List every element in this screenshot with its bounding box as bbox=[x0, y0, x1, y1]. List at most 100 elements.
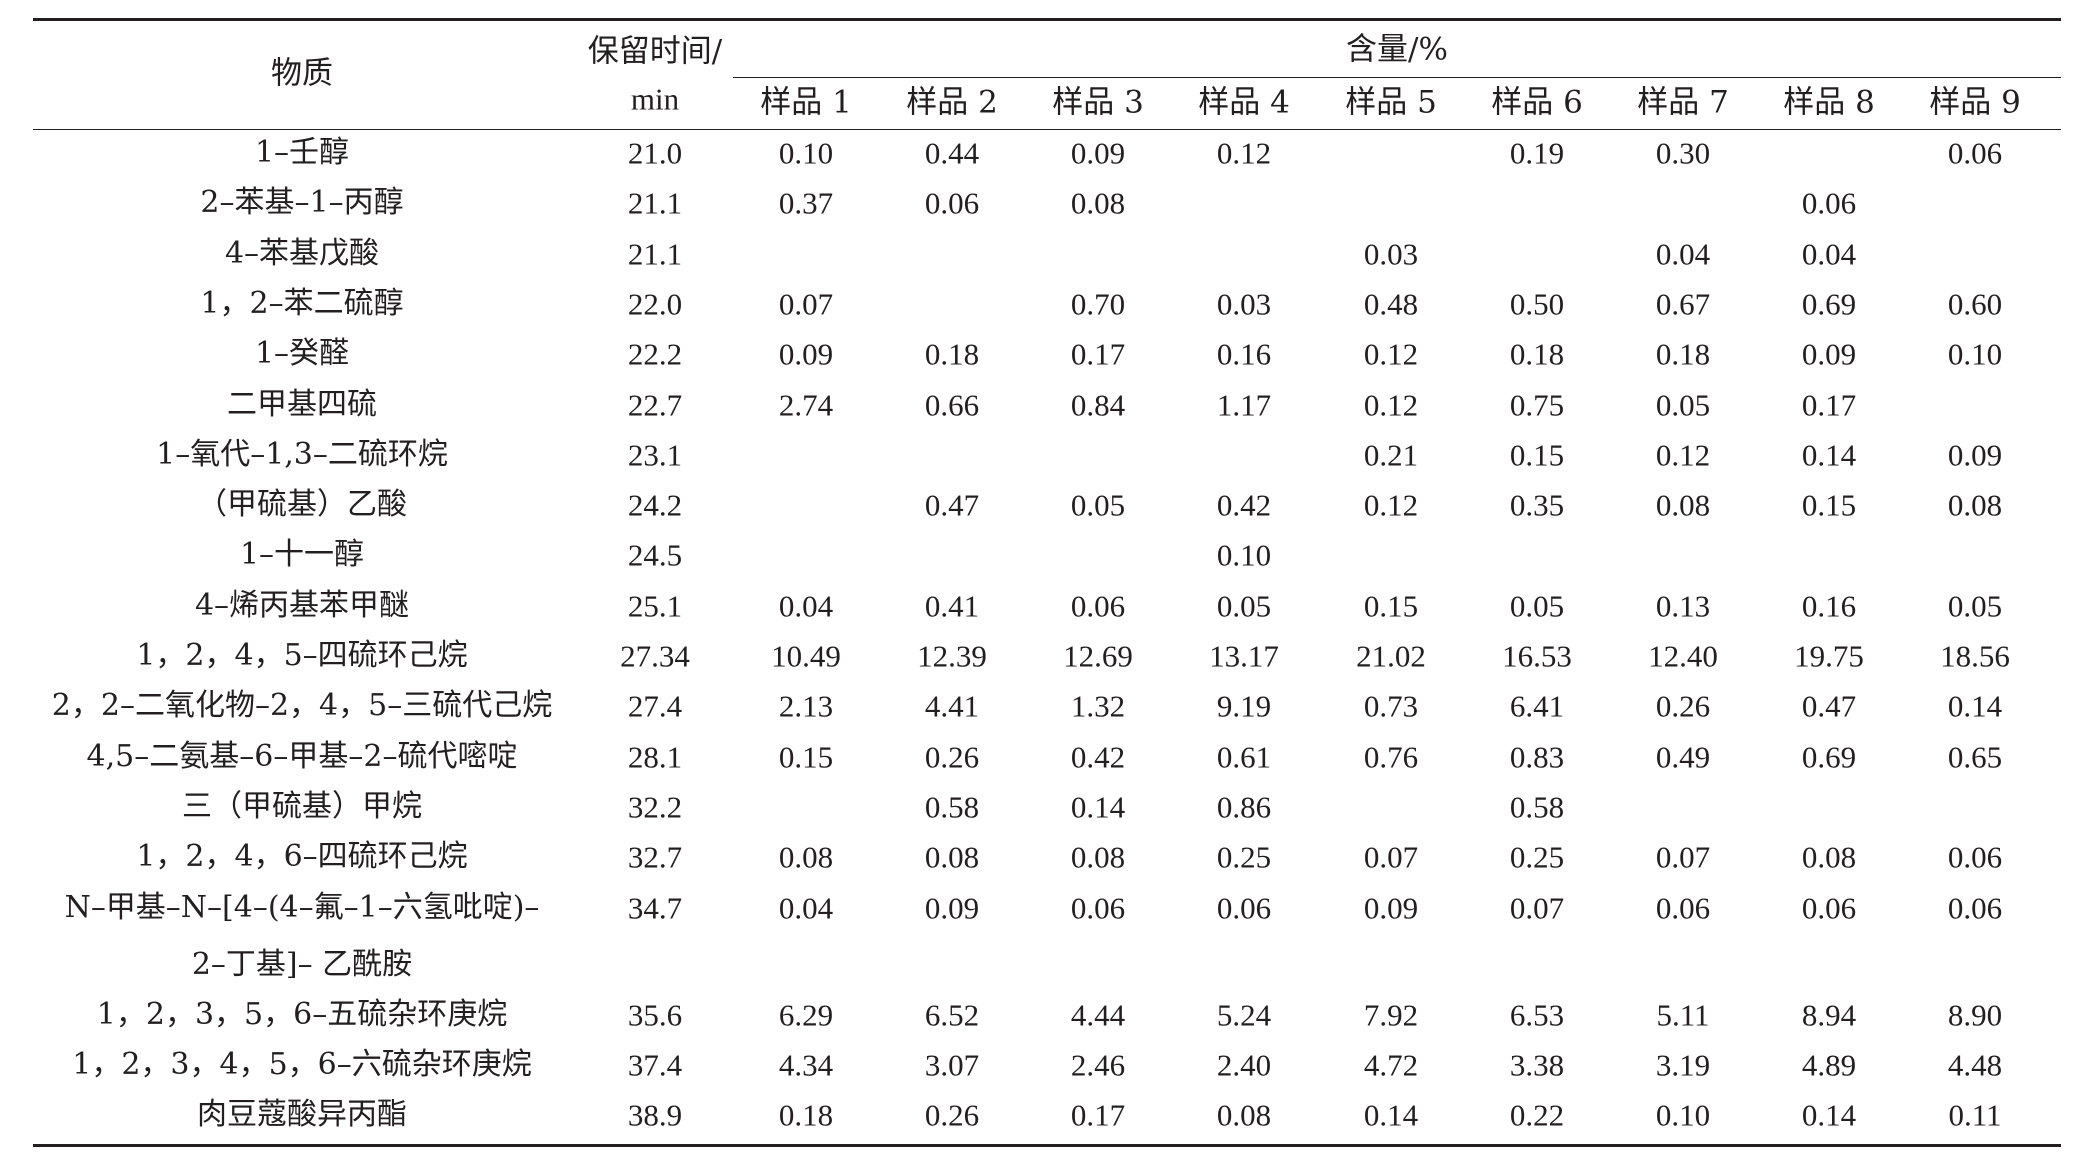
content-value-sample-2: 4.41 bbox=[924, 688, 980, 724]
content-value-sample-5: 0.73 bbox=[1363, 688, 1419, 724]
content-value-sample-3: 0.14 bbox=[1070, 789, 1126, 825]
content-value-sample-5: 0.03 bbox=[1363, 236, 1419, 272]
substance-name: 2–苯基–1–丙醇 bbox=[200, 185, 404, 221]
header-sample-4: 样品 4 bbox=[1198, 84, 1290, 121]
retention-time: 32.7 bbox=[627, 839, 683, 875]
content-value-sample-2: 6.52 bbox=[924, 997, 980, 1032]
substance-name: 二甲基四硫 bbox=[227, 386, 377, 422]
header-sample-3: 样品 3 bbox=[1052, 84, 1144, 121]
content-value-sample-2: 0.47 bbox=[924, 487, 980, 523]
retention-time: 27.4 bbox=[627, 688, 683, 724]
content-value-sample-8: 0.06 bbox=[1801, 185, 1857, 221]
content-value-sample-2: 0.09 bbox=[924, 890, 980, 925]
content-value-sample-8: 0.14 bbox=[1801, 437, 1857, 473]
content-value-sample-7: 12.40 bbox=[1648, 638, 1718, 674]
content-value-sample-8: 0.09 bbox=[1801, 336, 1857, 372]
content-value-sample-7: 0.04 bbox=[1655, 236, 1711, 272]
retention-time: 32.2 bbox=[627, 789, 683, 825]
retention-time: 35.6 bbox=[627, 997, 683, 1032]
content-value-sample-4: 5.24 bbox=[1216, 997, 1272, 1032]
content-value-sample-6: 6.53 bbox=[1509, 997, 1565, 1032]
content-value-sample-3: 0.08 bbox=[1070, 185, 1126, 221]
retention-time: 24.2 bbox=[627, 487, 683, 523]
content-value-sample-6: 0.58 bbox=[1509, 789, 1565, 825]
content-value-sample-2: 0.08 bbox=[924, 839, 980, 875]
content-value-sample-7: 3.19 bbox=[1655, 1047, 1711, 1083]
retention-time: 34.7 bbox=[627, 890, 683, 925]
retention-time: 24.5 bbox=[627, 537, 683, 573]
content-value-sample-6: 0.22 bbox=[1509, 1097, 1565, 1133]
substance-name: N–甲基–N–[4–(4–氟–1–六氢吡啶)– bbox=[64, 889, 540, 925]
content-value-sample-3: 0.08 bbox=[1070, 839, 1126, 875]
content-value-sample-6: 0.25 bbox=[1509, 839, 1565, 875]
content-value-sample-9: 0.09 bbox=[1947, 437, 2003, 473]
retention-time: 38.9 bbox=[627, 1097, 683, 1133]
content-value-sample-1: 0.08 bbox=[778, 839, 834, 875]
content-value-sample-1: 0.18 bbox=[778, 1097, 834, 1133]
content-value-sample-3: 0.84 bbox=[1070, 387, 1126, 422]
content-value-sample-4: 0.86 bbox=[1216, 789, 1272, 825]
header-content: 含量/% bbox=[1346, 31, 1448, 68]
content-value-sample-5: 0.15 bbox=[1363, 588, 1419, 624]
content-value-sample-7: 5.11 bbox=[1656, 997, 1710, 1032]
retention-time: 21.1 bbox=[627, 185, 683, 221]
content-value-sample-2: 0.26 bbox=[924, 739, 980, 775]
content-value-sample-4: 9.19 bbox=[1216, 688, 1272, 724]
substance-name: 4–烯丙基苯甲醚 bbox=[194, 587, 410, 623]
content-value-sample-2: 12.39 bbox=[917, 638, 987, 674]
content-value-sample-8: 0.14 bbox=[1801, 1097, 1857, 1133]
content-value-sample-6: 0.35 bbox=[1509, 487, 1565, 523]
content-value-sample-6: 0.18 bbox=[1509, 336, 1565, 372]
content-value-sample-8: 0.47 bbox=[1801, 688, 1857, 724]
substance-name: 1，2，3，4，5，6–六硫杂环庚烷 bbox=[72, 1046, 532, 1082]
content-value-sample-3: 2.46 bbox=[1070, 1047, 1126, 1083]
content-value-sample-7: 0.05 bbox=[1655, 387, 1711, 422]
content-value-sample-5: 0.07 bbox=[1363, 839, 1419, 875]
retention-time: 28.1 bbox=[627, 739, 683, 775]
content-value-sample-5: 0.48 bbox=[1363, 286, 1419, 322]
content-value-sample-3: 0.06 bbox=[1070, 890, 1126, 925]
content-value-sample-6: 0.19 bbox=[1509, 135, 1565, 171]
content-value-sample-1: 2.74 bbox=[778, 387, 834, 422]
content-value-sample-1: 0.04 bbox=[778, 890, 834, 925]
content-value-sample-9: 18.56 bbox=[1940, 638, 2010, 674]
content-value-sample-3: 0.42 bbox=[1070, 739, 1126, 775]
substance-name: 三（甲硫基）甲烷 bbox=[182, 788, 422, 824]
content-value-sample-7: 0.12 bbox=[1655, 437, 1711, 473]
content-value-sample-3: 0.06 bbox=[1070, 588, 1126, 624]
content-value-sample-2: 0.41 bbox=[924, 588, 980, 624]
header-retention-time: 保留时间/ bbox=[587, 33, 723, 70]
substance-name: 肉豆蔻酸异丙酯 bbox=[197, 1097, 407, 1133]
substance-name: （甲硫基）乙酸 bbox=[197, 487, 407, 523]
content-value-sample-3: 12.69 bbox=[1063, 638, 1133, 674]
content-value-sample-9: 0.11 bbox=[1948, 1097, 2002, 1133]
content-value-sample-7: 0.18 bbox=[1655, 336, 1711, 372]
content-value-sample-5: 21.02 bbox=[1356, 638, 1426, 674]
substance-name-continued: 2–丁基]– 乙酰胺 bbox=[191, 946, 413, 982]
content-value-sample-5: 4.72 bbox=[1363, 1047, 1419, 1083]
content-value-sample-6: 3.38 bbox=[1509, 1047, 1565, 1083]
content-value-sample-2: 0.18 bbox=[924, 336, 980, 372]
content-value-sample-8: 4.89 bbox=[1801, 1047, 1857, 1083]
content-value-sample-4: 0.10 bbox=[1216, 537, 1272, 573]
header-sample-8: 样品 8 bbox=[1783, 84, 1875, 121]
content-value-sample-9: 0.14 bbox=[1947, 688, 2003, 724]
content-value-sample-1: 0.09 bbox=[778, 336, 834, 372]
substance-name: 2，2–二氧化物–2，4，5–三硫代己烷 bbox=[51, 688, 553, 724]
content-value-sample-4: 0.06 bbox=[1216, 890, 1272, 925]
content-value-sample-1: 0.37 bbox=[778, 185, 834, 221]
retention-time: 21.1 bbox=[627, 236, 683, 272]
content-value-sample-7: 0.13 bbox=[1655, 588, 1711, 624]
retention-time: 22.7 bbox=[627, 387, 683, 422]
content-value-sample-2: 0.44 bbox=[924, 135, 980, 171]
content-value-sample-2: 3.07 bbox=[924, 1047, 980, 1083]
content-value-sample-3: 0.17 bbox=[1070, 336, 1126, 372]
content-value-sample-5: 7.92 bbox=[1363, 997, 1419, 1032]
content-value-sample-4: 0.16 bbox=[1216, 336, 1272, 372]
header-sample-1: 样品 1 bbox=[760, 84, 852, 121]
content-value-sample-4: 1.17 bbox=[1216, 387, 1272, 422]
content-value-sample-2: 0.06 bbox=[924, 185, 980, 221]
content-value-sample-4: 0.42 bbox=[1216, 487, 1272, 523]
content-value-sample-9: 0.60 bbox=[1947, 286, 2003, 322]
substance-name: 4,5–二氨基–6–甲基–2–硫代嘧啶 bbox=[86, 738, 518, 774]
